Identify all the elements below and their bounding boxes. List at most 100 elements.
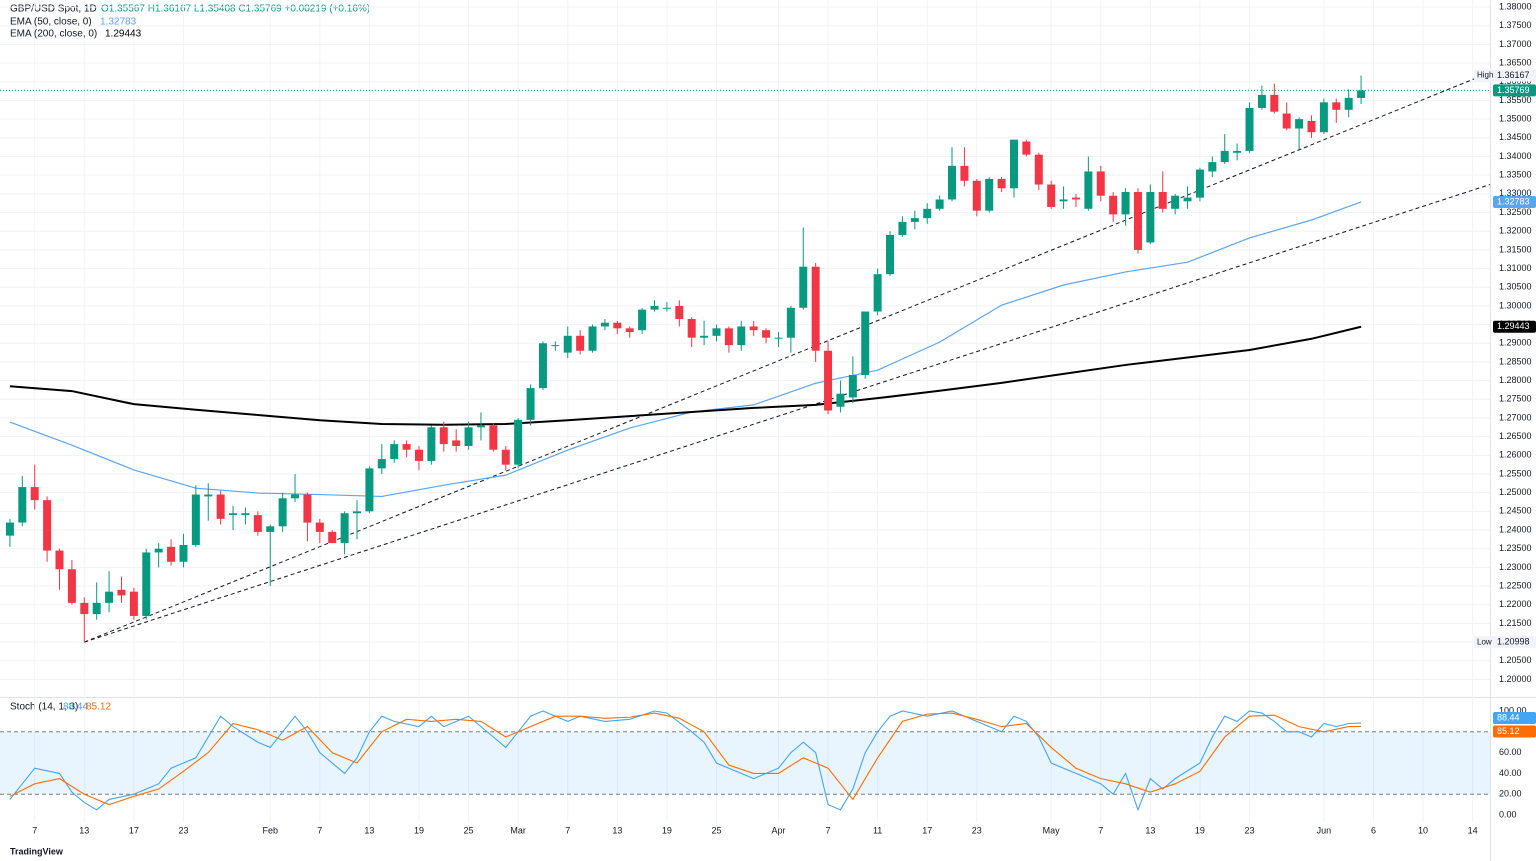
- candle-body: [662, 307, 671, 309]
- x-tick-label: Mar: [510, 825, 526, 835]
- y-tick-label: 1.36500: [1499, 58, 1532, 68]
- trendline: [84, 184, 1491, 643]
- candle-body: [972, 180, 981, 211]
- x-tick-label: 7: [32, 825, 37, 835]
- candle-body: [1171, 195, 1180, 209]
- candle-body: [1295, 119, 1304, 129]
- candle-body: [377, 459, 386, 469]
- high-tag-bg: [1474, 69, 1536, 82]
- candle-body: [80, 602, 89, 615]
- candle-body: [489, 425, 498, 450]
- candle-body: [724, 328, 733, 346]
- candle-body: [526, 388, 535, 420]
- candle-body: [216, 494, 225, 519]
- stoch-tag-bg: [1493, 712, 1536, 725]
- low-tag: 1.20998: [1497, 637, 1530, 647]
- trendline: [84, 72, 1491, 643]
- candle-body: [1146, 191, 1155, 243]
- candle-body: [576, 335, 585, 351]
- candle-body: [824, 350, 833, 411]
- candle-body: [427, 427, 436, 461]
- stoch-legend-value: 85.12: [86, 702, 111, 713]
- candle-body: [638, 309, 647, 331]
- candle-body: [1158, 191, 1167, 209]
- candle-body: [1183, 197, 1192, 202]
- y-tick-label: 1.27500: [1499, 394, 1532, 404]
- candle-body: [551, 345, 560, 347]
- candle-body: [786, 307, 795, 338]
- candle-body: [303, 494, 312, 523]
- candle-body: [204, 494, 213, 497]
- brand: TradingView: [10, 846, 64, 856]
- candle-body: [402, 444, 411, 450]
- candle-body: [117, 589, 126, 596]
- x-tick-label: 7: [565, 825, 570, 835]
- candle-body: [43, 500, 52, 551]
- candle-body: [1282, 113, 1291, 129]
- y-tick-label: 1.33500: [1499, 170, 1532, 180]
- x-tick-label: 10: [1418, 825, 1428, 835]
- candle-body: [1084, 171, 1093, 209]
- candle-body: [997, 178, 1006, 189]
- symbol-title: GBP/USD Spot, 1D: [10, 4, 97, 15]
- x-tick-label: 19: [662, 825, 672, 835]
- candle-body: [1071, 197, 1080, 200]
- candle-body: [1059, 199, 1068, 202]
- candle-body: [315, 522, 324, 532]
- candle-body: [1047, 184, 1056, 207]
- candle-body: [861, 311, 870, 376]
- ema-line: [9, 325, 1362, 426]
- y-tick-label: 1.35000: [1499, 114, 1532, 124]
- candle-body: [910, 218, 919, 222]
- x-tick-label: 13: [1145, 825, 1155, 835]
- stoch-legend-value: 88.44: [63, 702, 88, 713]
- x-tick-label: 19: [414, 825, 424, 835]
- candle-body: [935, 199, 944, 209]
- ema-legend-name: EMA (200, close, 0): [10, 29, 97, 40]
- candle-body: [1220, 150, 1229, 163]
- candle-body: [439, 427, 448, 445]
- ohlc-legend: O1.35567 H1.36167 L1.35408 C1.35769 +0.0…: [101, 4, 370, 15]
- y-tick-label: 1.34000: [1499, 151, 1532, 161]
- candle-body: [1133, 191, 1142, 250]
- candle-body: [985, 178, 994, 211]
- candle-body: [563, 335, 572, 353]
- y-tick-label: 1.20000: [1499, 674, 1532, 684]
- candle-body: [67, 569, 76, 603]
- candle-body: [588, 326, 597, 351]
- candle-body: [154, 548, 163, 553]
- y-tick-label: 1.28500: [1499, 356, 1532, 366]
- candle-body: [291, 494, 300, 499]
- candle-body: [625, 328, 634, 333]
- y-tick-label: 1.32000: [1499, 226, 1532, 236]
- candle-body: [600, 322, 609, 327]
- candle-body: [142, 552, 151, 616]
- stoch-tick-label: 60.00: [1499, 747, 1522, 757]
- y-tick-label: 1.31000: [1499, 263, 1532, 273]
- candle-body: [5, 522, 14, 536]
- candle-body: [1357, 90, 1366, 98]
- candle-body: [538, 343, 547, 389]
- x-tick-label: 17: [922, 825, 932, 835]
- stoch-title: Stoch (14, 1, 3): [10, 702, 78, 713]
- stoch-band: [0, 731, 1490, 795]
- high-tag: 1.36167: [1497, 70, 1530, 80]
- candle-body: [1009, 139, 1018, 189]
- candle-body: [1233, 150, 1242, 153]
- y-tick-label: 1.23500: [1499, 543, 1532, 553]
- candle-body: [762, 330, 771, 338]
- y-tick-label: 1.34500: [1499, 132, 1532, 142]
- stoch-tag: 88.44: [1497, 712, 1520, 722]
- x-tick-label: 23: [1245, 825, 1255, 835]
- candle-body: [501, 449, 510, 465]
- y-tick-label: 1.35500: [1499, 95, 1532, 105]
- candle-body: [1257, 94, 1266, 108]
- candle-body: [774, 337, 783, 339]
- candle-body: [613, 322, 622, 329]
- y-tick-label: 1.33000: [1499, 188, 1532, 198]
- candle-body: [229, 513, 238, 516]
- stoch-tick-label: 100.00: [1499, 705, 1527, 715]
- y-tick-label: 1.28000: [1499, 375, 1532, 385]
